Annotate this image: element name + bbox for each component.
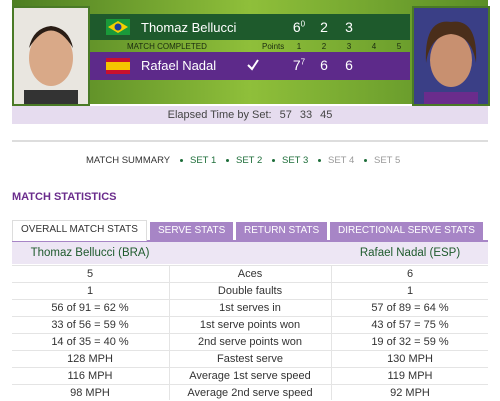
nav-separator xyxy=(364,159,367,162)
row-divider xyxy=(12,333,488,334)
nav-separator xyxy=(318,159,321,162)
set-score: 60 xyxy=(292,19,306,35)
stat-label: Aces xyxy=(237,268,263,280)
tiebreak: 7 xyxy=(300,57,306,67)
stat-label: Double faults xyxy=(217,285,283,297)
set-score: 2 xyxy=(320,19,328,35)
row-divider xyxy=(12,367,488,368)
face xyxy=(14,8,88,104)
nav-item[interactable]: SET 1 xyxy=(190,155,217,166)
stat-label: Average 2nd serve speed xyxy=(187,387,313,399)
tab-underline xyxy=(12,240,488,242)
col-divider xyxy=(331,265,332,400)
stat-value: 119 MPH xyxy=(387,370,433,382)
set-header: 5 xyxy=(396,42,402,51)
player-name: Rafael Nadal xyxy=(141,58,217,73)
tiebreak: 0 xyxy=(300,19,306,29)
stat-label: 1st serves in xyxy=(219,302,281,314)
match-status: MATCH COMPLETED xyxy=(127,42,207,51)
player-name: Thomaz Bellucci xyxy=(141,20,237,35)
divider xyxy=(12,140,488,142)
nav-item[interactable]: SET 3 xyxy=(282,155,309,166)
nav-item[interactable]: SET 2 xyxy=(236,155,263,166)
player-header: Rafael Nadal (ESP) xyxy=(359,247,461,259)
elapsed-bar: Elapsed Time by Set: 57 33 45 xyxy=(12,106,488,124)
elapsed-value: 57 xyxy=(279,109,292,121)
tab[interactable]: OVERALL MATCH STATS xyxy=(12,220,147,241)
set-score: 77 xyxy=(292,57,306,73)
elapsed-label: Elapsed Time by Set: xyxy=(167,109,272,121)
winner-check xyxy=(247,59,259,71)
set-header: 2 xyxy=(321,42,327,51)
stat-value: 6 xyxy=(406,268,414,280)
table-header xyxy=(12,242,488,264)
stat-value: 56 of 91 = 62 % xyxy=(51,302,129,314)
player-header: Thomaz Bellucci (BRA) xyxy=(30,247,150,259)
stat-value: 92 MPH xyxy=(390,387,430,399)
nav-item[interactable]: SET 5 xyxy=(374,155,401,166)
set-score: 3 xyxy=(345,19,353,35)
stat-value: 14 of 35 = 40 % xyxy=(51,336,129,348)
nav-separator xyxy=(272,159,275,162)
stat-value: 1 xyxy=(86,285,94,297)
tab[interactable]: RETURN STATS xyxy=(236,222,328,240)
nav-separator xyxy=(180,159,183,162)
row-divider xyxy=(12,316,488,317)
set-header: 1 xyxy=(296,42,302,51)
nav-item[interactable]: SET 4 xyxy=(328,155,355,166)
player-row xyxy=(90,14,410,40)
stat-label: 1st serve points won xyxy=(199,319,301,331)
points-label: Points xyxy=(262,42,285,51)
stat-value: 130 MPH xyxy=(387,353,433,365)
player-photo xyxy=(12,6,90,106)
flag-spain xyxy=(106,58,130,74)
nav-separator xyxy=(226,159,229,162)
stat-value: 116 MPH xyxy=(67,370,113,382)
stat-value: 19 of 32 = 59 % xyxy=(371,336,449,348)
elapsed-value: 45 xyxy=(320,109,333,121)
set-score: 6 xyxy=(320,57,328,73)
flag-brazil xyxy=(106,19,130,35)
section-title: MATCH STATISTICS xyxy=(12,191,117,203)
stat-value: 1 xyxy=(406,285,414,297)
set-score: 6 xyxy=(345,57,353,73)
elapsed-value: 33 xyxy=(299,109,313,121)
stat-value: 128 MPH xyxy=(67,353,113,365)
row-divider xyxy=(12,350,488,351)
stat-label: 2nd serve points won xyxy=(198,336,302,348)
stat-value: 5 xyxy=(86,268,94,280)
row-divider xyxy=(12,282,488,283)
tab[interactable]: DIRECTIONAL SERVE STATS xyxy=(330,222,483,240)
face xyxy=(414,8,488,104)
set-header: 4 xyxy=(371,42,377,51)
tab[interactable]: SERVE STATS xyxy=(150,222,234,240)
stat-value: 43 of 57 = 75 % xyxy=(371,319,449,331)
row-divider xyxy=(12,265,488,266)
row-divider xyxy=(12,384,488,385)
row-divider xyxy=(12,299,488,300)
set-header: 3 xyxy=(346,42,352,51)
stat-label: Fastest serve xyxy=(216,353,284,365)
stat-value: 33 of 56 = 59 % xyxy=(51,319,129,331)
stat-label: Average 1st serve speed xyxy=(189,370,311,382)
player-photo xyxy=(412,6,490,106)
nav-item[interactable]: MATCH SUMMARY xyxy=(86,155,171,166)
col-divider xyxy=(169,265,170,400)
stat-value: 57 of 89 = 64 % xyxy=(371,302,449,314)
stat-value: 98 MPH xyxy=(70,387,110,399)
